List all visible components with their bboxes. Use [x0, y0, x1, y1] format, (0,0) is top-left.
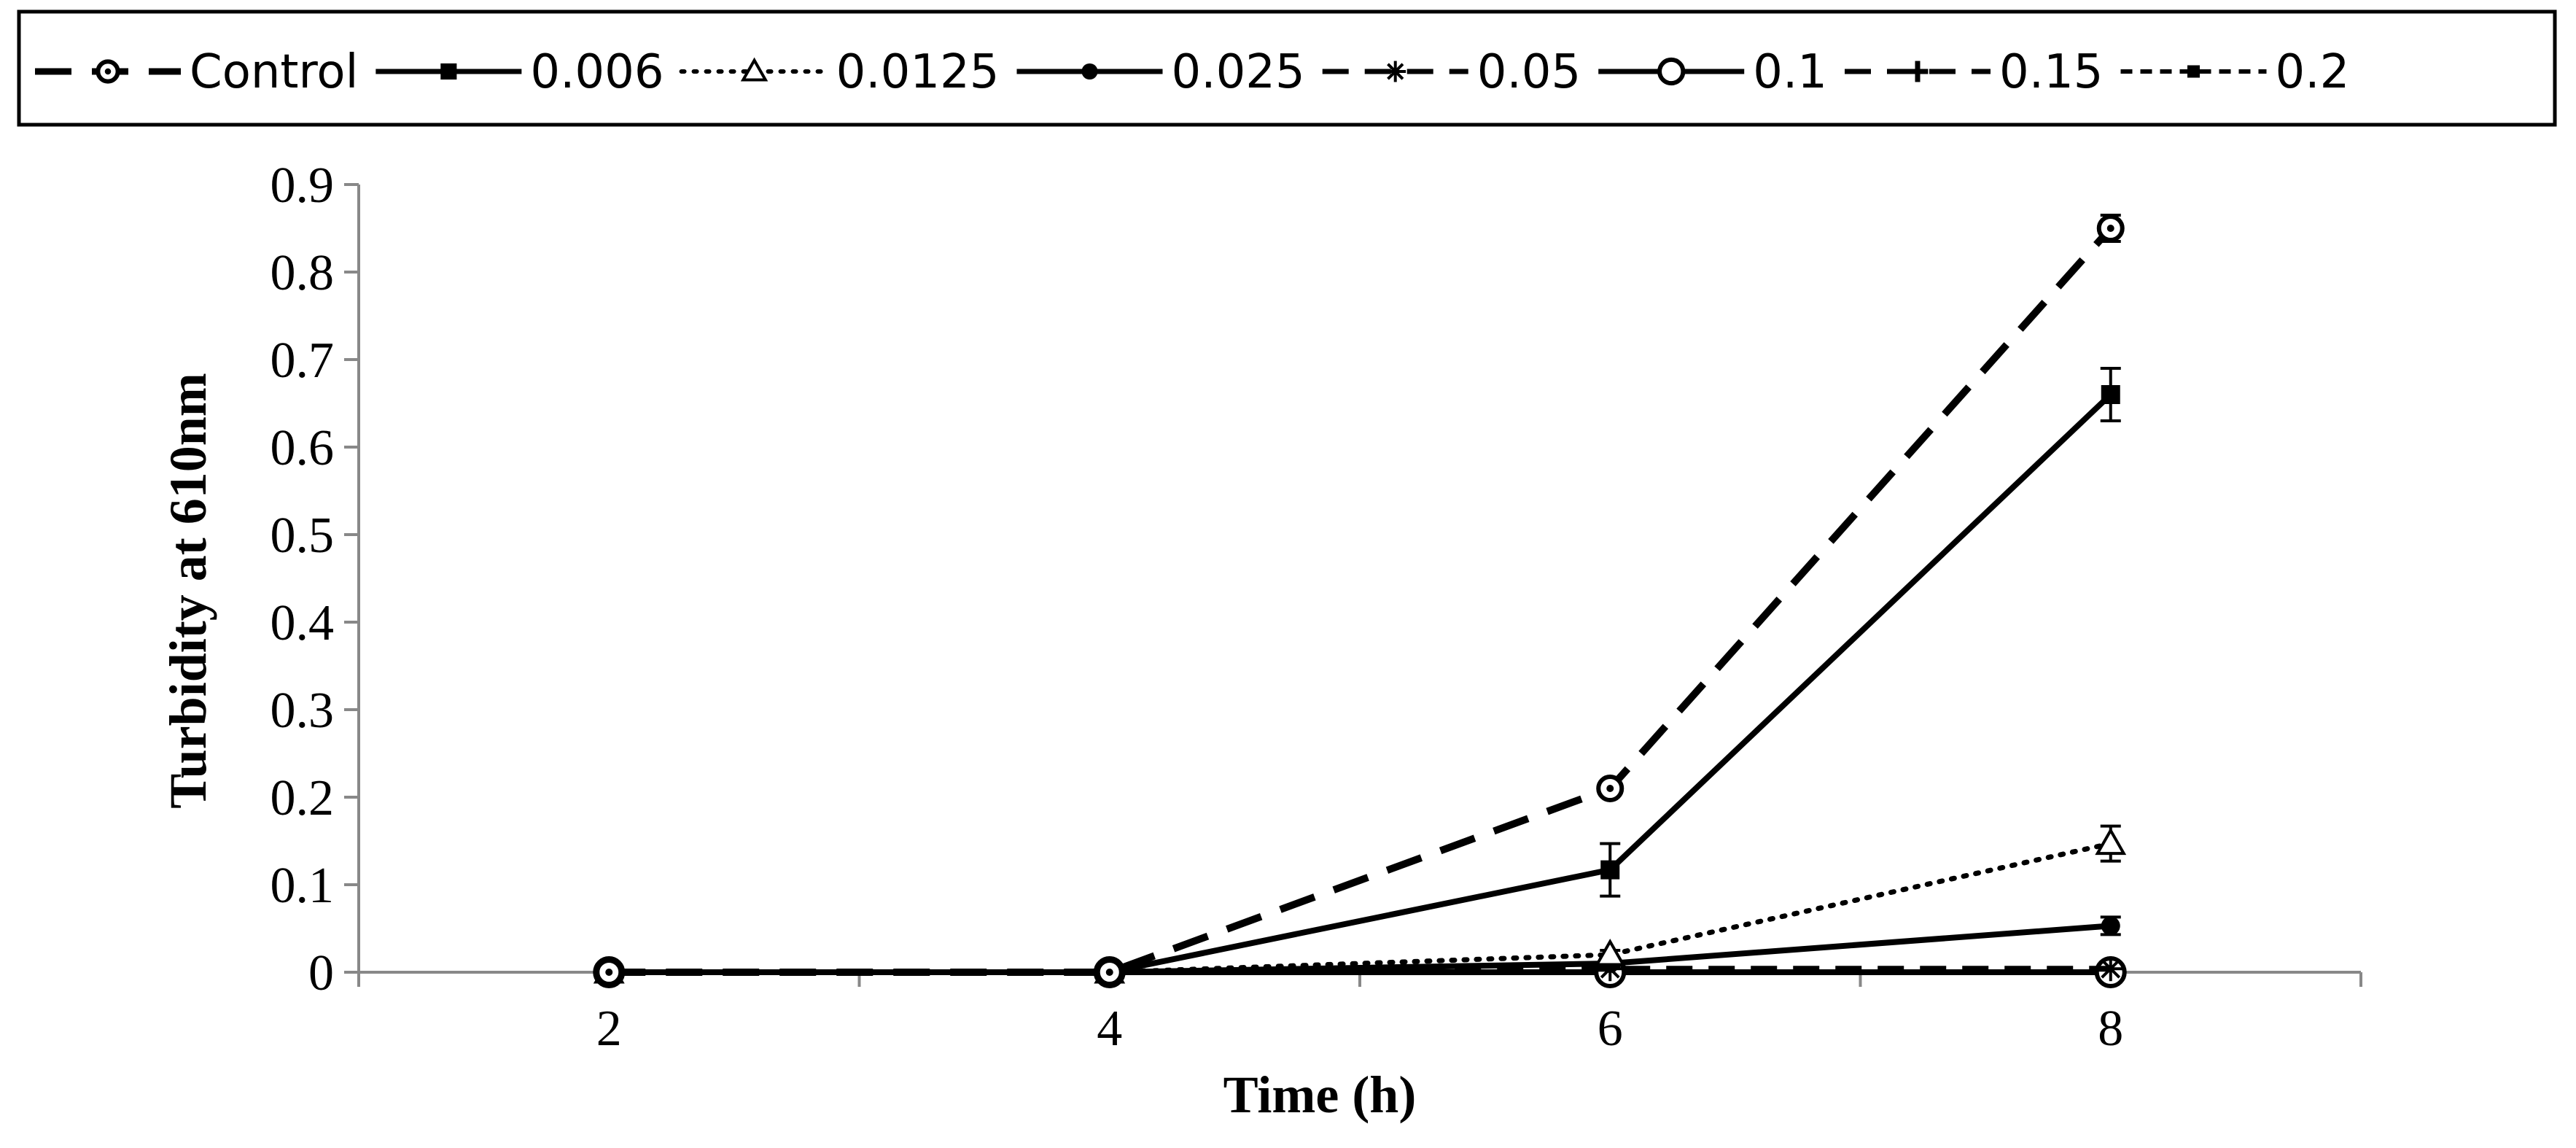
y-tick-label: 0.5 [271, 508, 335, 564]
series-layer [593, 214, 2127, 988]
legend-marker [96, 59, 120, 84]
data-point [2101, 916, 2120, 936]
legend-item-0-0125: 0.0125 [679, 45, 1000, 99]
data-point [1596, 775, 1624, 802]
data-point [1594, 938, 1626, 966]
data-point [1600, 860, 1620, 880]
series-line-0-025 [609, 923, 2112, 975]
data-point [2095, 827, 2127, 856]
legend-marker [440, 63, 457, 80]
y-tick-label: 0.7 [271, 333, 335, 389]
legend-label: 0.1 [1753, 45, 1827, 99]
legend-marker [1385, 61, 1406, 82]
y-tick-label: 0.8 [271, 245, 335, 301]
x-axis-title: Time (h) [1223, 1066, 1417, 1124]
series-line-control [609, 225, 2114, 976]
legend-label: 0.025 [1172, 45, 1305, 99]
series-line-0-05 [609, 966, 2111, 975]
legend-label: 0.0125 [836, 45, 1000, 99]
legend-item-0-05: 0.05 [1322, 45, 1581, 99]
x-tick-label: 6 [1598, 1001, 1623, 1057]
x-tick-label: 4 [1097, 1001, 1122, 1057]
data-point [2101, 385, 2120, 404]
legend: Control 0.006 0.0125 0.025 0.05 0.1 0.15 0.2 [35, 45, 2349, 99]
series-0-0125 [593, 824, 2127, 984]
data-point [1095, 958, 1124, 986]
data-point [2096, 214, 2125, 242]
x-tick-label: 8 [2098, 1001, 2123, 1057]
legend-item-0-1: 0.1 [1598, 45, 1827, 99]
legend-item-control: Control [35, 45, 358, 99]
y-tick-label: 0.2 [271, 770, 335, 826]
axes: 0 0.1 0.2 0.3 0.4 0.5 0.6 0.7 0.8 0.9 2 4 6 8 [271, 158, 2362, 1057]
y-tick-label: 0 [308, 945, 334, 1001]
legend-item-0-025: 0.025 [1016, 45, 1305, 99]
legend-item-0-2: 0.2 [2120, 45, 2350, 99]
legend-marker [1081, 63, 1098, 80]
series-control [595, 214, 2125, 986]
legend-marker [740, 57, 768, 82]
y-tick-label: 0.4 [271, 595, 335, 651]
y-tick-label: 0.6 [271, 420, 335, 476]
y-axis-title: Turbidity at 610nm [159, 373, 217, 808]
legend-marker [1657, 57, 1686, 86]
data-point [2098, 956, 2123, 982]
legend-item-0-15: 0.15 [1845, 45, 2104, 99]
series-line-0-0125 [606, 841, 2114, 975]
legend-label: 0.15 [1999, 45, 2104, 99]
legend-label: 0.05 [1477, 45, 1581, 99]
y-tick-label: 0.3 [271, 683, 335, 739]
legend-label: Control [190, 45, 358, 99]
legend-marker [2187, 65, 2200, 78]
legend-item-0-006: 0.006 [375, 45, 664, 99]
legend-label: 0.2 [2276, 45, 2350, 99]
legend-marker [1907, 61, 1929, 82]
y-tick-label: 0.9 [271, 158, 335, 214]
legend-label: 0.006 [530, 45, 664, 99]
x-tick-label: 2 [596, 1001, 622, 1057]
y-tick-label: 0.1 [271, 858, 335, 914]
data-point [595, 958, 623, 986]
